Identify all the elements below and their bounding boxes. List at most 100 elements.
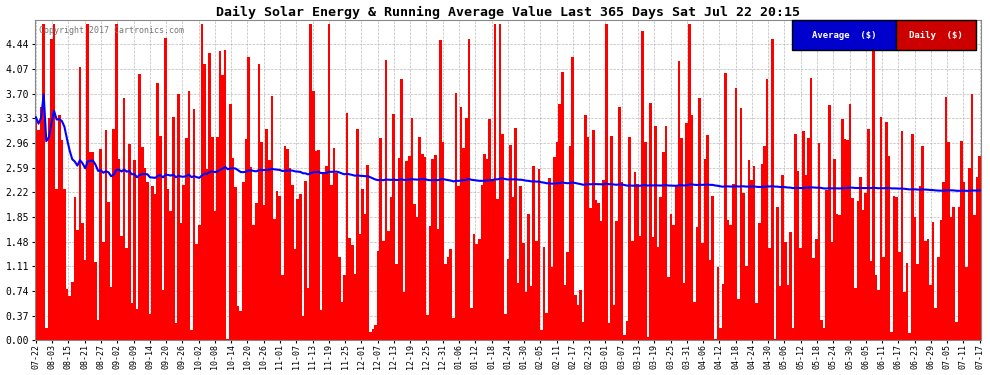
Bar xyxy=(424,158,426,340)
Bar xyxy=(379,138,382,340)
Bar xyxy=(382,241,385,340)
Bar xyxy=(413,204,416,340)
Bar xyxy=(45,328,48,340)
Bar xyxy=(903,292,906,340)
Bar xyxy=(605,24,608,340)
Bar xyxy=(520,186,522,340)
FancyBboxPatch shape xyxy=(896,20,976,50)
Bar xyxy=(693,302,696,340)
Text: Average  ($): Average ($) xyxy=(812,30,876,39)
Bar xyxy=(235,187,237,340)
Bar xyxy=(947,142,949,340)
Bar xyxy=(727,220,730,340)
Title: Daily Solar Energy & Running Average Value Last 365 Days Sat Jul 22 20:15: Daily Solar Energy & Running Average Val… xyxy=(216,6,800,19)
Bar xyxy=(255,203,257,340)
Bar xyxy=(237,306,240,340)
Bar xyxy=(854,288,856,340)
Bar xyxy=(792,328,794,340)
Bar xyxy=(595,200,597,340)
Bar xyxy=(623,334,626,340)
Bar xyxy=(664,126,667,340)
Bar xyxy=(445,264,446,340)
Bar xyxy=(240,311,242,340)
Bar xyxy=(893,196,895,340)
Bar xyxy=(587,137,589,340)
Bar xyxy=(538,170,541,340)
Bar xyxy=(613,304,616,340)
Bar xyxy=(185,138,187,340)
Bar xyxy=(442,142,445,340)
Bar xyxy=(688,24,691,340)
Bar xyxy=(677,61,680,340)
Bar xyxy=(709,260,712,340)
Bar xyxy=(426,315,429,340)
Bar xyxy=(533,166,535,340)
Bar xyxy=(102,242,105,340)
Bar xyxy=(706,135,709,340)
Bar xyxy=(312,92,315,340)
Bar xyxy=(504,314,507,340)
Bar xyxy=(867,129,869,340)
Bar xyxy=(242,182,245,340)
Bar xyxy=(621,182,623,340)
Bar xyxy=(232,159,235,340)
Bar xyxy=(608,323,610,340)
Bar xyxy=(555,142,558,340)
Bar xyxy=(449,249,452,340)
Bar xyxy=(416,217,419,340)
Bar xyxy=(50,39,52,340)
Bar xyxy=(831,242,834,340)
Bar xyxy=(558,104,561,340)
Bar xyxy=(89,152,92,340)
Bar xyxy=(872,48,875,340)
Bar xyxy=(296,200,299,340)
Bar xyxy=(823,328,826,340)
Bar xyxy=(755,303,758,340)
Bar xyxy=(963,183,965,340)
Bar xyxy=(949,217,952,340)
Bar xyxy=(550,267,553,340)
Bar xyxy=(262,206,265,340)
Bar xyxy=(561,72,563,340)
Bar xyxy=(815,239,818,340)
Bar xyxy=(745,266,747,340)
Bar xyxy=(768,248,771,340)
Bar xyxy=(395,264,398,340)
Bar xyxy=(530,286,533,340)
Bar xyxy=(164,38,167,340)
Bar xyxy=(834,159,836,340)
Bar xyxy=(797,171,800,340)
Bar xyxy=(245,140,248,340)
Bar xyxy=(776,207,779,340)
Bar xyxy=(805,175,807,340)
Bar xyxy=(336,173,338,340)
Bar xyxy=(348,238,350,340)
Bar xyxy=(662,152,664,340)
Bar xyxy=(818,143,821,340)
Bar xyxy=(371,328,374,340)
Bar xyxy=(390,197,392,340)
Bar xyxy=(356,129,358,340)
Bar xyxy=(579,290,582,340)
Bar xyxy=(65,289,68,340)
Bar xyxy=(499,24,501,340)
Bar xyxy=(935,308,937,340)
Bar xyxy=(195,244,198,340)
Bar xyxy=(273,219,276,340)
Text: Copyright 2017 Cartronics.com: Copyright 2017 Cartronics.com xyxy=(40,26,184,35)
Bar xyxy=(92,152,94,340)
Bar xyxy=(864,194,867,340)
Bar xyxy=(475,244,478,340)
Bar xyxy=(566,252,568,340)
Bar xyxy=(841,119,843,340)
Bar xyxy=(294,249,296,340)
Bar xyxy=(268,160,270,340)
Bar xyxy=(398,158,400,340)
Bar xyxy=(169,211,172,340)
Bar xyxy=(141,147,144,340)
Bar xyxy=(257,64,260,340)
Bar xyxy=(403,292,405,340)
Bar xyxy=(58,115,60,340)
Bar xyxy=(488,119,491,340)
Bar xyxy=(742,193,745,340)
